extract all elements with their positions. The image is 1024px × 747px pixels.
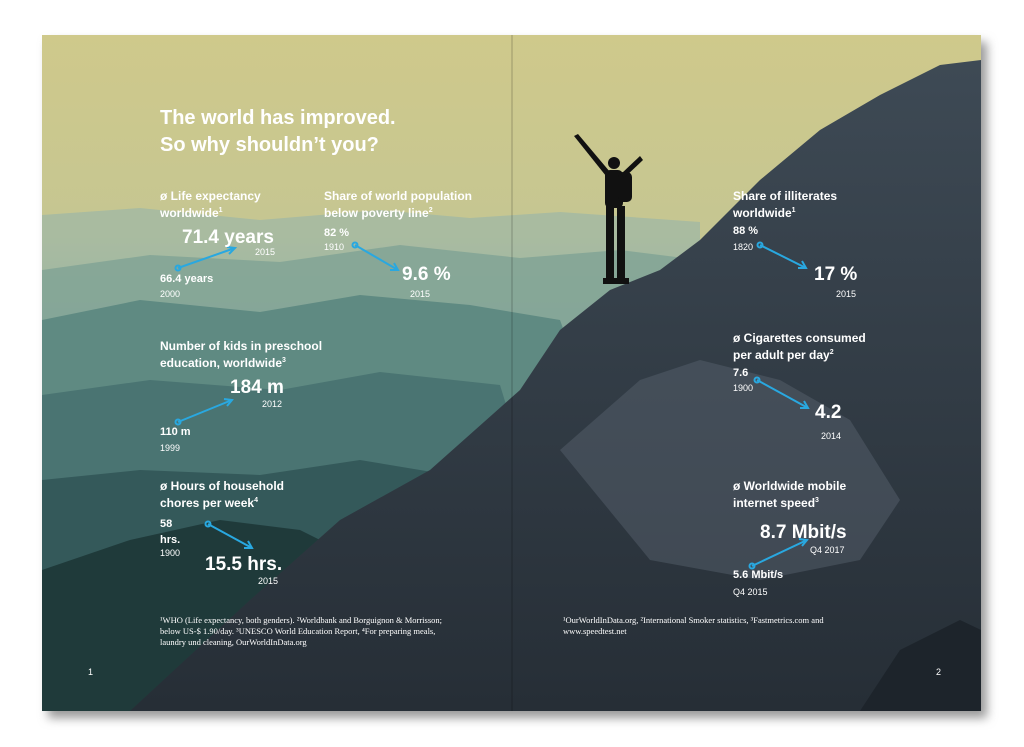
- stat-label: Share of illiterates: [733, 189, 838, 203]
- footnote-ref: 3: [815, 497, 819, 504]
- stat-label: worldwide1: [160, 206, 223, 220]
- start-value: 58 hrs.: [160, 518, 181, 546]
- end-value: 4.2: [815, 402, 842, 423]
- footnote-ref: 2: [428, 207, 433, 214]
- footnote-ref: 3: [282, 357, 286, 364]
- stat-label: per adult per day2: [733, 348, 834, 362]
- footnote-ref: 1: [218, 207, 223, 214]
- end-year: 2015: [836, 289, 857, 299]
- end-year: 2015: [258, 576, 279, 586]
- stat-label: ø Hours of household: [160, 479, 284, 493]
- footnote-ref: 4: [254, 497, 258, 504]
- end-year: 2012: [262, 399, 283, 409]
- end-year: 2015: [255, 247, 276, 257]
- page-number: 2: [936, 667, 942, 677]
- arrows: [174, 241, 810, 570]
- start-value: 5.6 Mbit/s: [733, 569, 784, 581]
- end-value: 71.4 years: [182, 227, 274, 248]
- footnote: ¹OurWorldInData.org, ²International Smok…: [563, 615, 824, 637]
- page-number: 1: [88, 667, 94, 677]
- stat-label: ø Worldwide mobile: [733, 479, 847, 493]
- stat-label: education, worldwide3: [160, 356, 286, 370]
- start-year: 1910: [324, 242, 345, 252]
- title-line: The world has improved.: [160, 107, 396, 129]
- hiker-silhouette: [574, 134, 643, 284]
- end-value: 15.5 hrs.: [205, 554, 283, 575]
- end-value: 184 m: [230, 377, 284, 398]
- stat-label: ø Life expectancy: [160, 189, 261, 203]
- end-value: 17 %: [814, 264, 858, 285]
- stat-label: below poverty line2: [324, 206, 433, 220]
- start-value: 7.6: [733, 367, 749, 379]
- start-year: 2000: [160, 289, 181, 299]
- title-line: So why shouldn’t you?: [160, 134, 379, 156]
- start-year: 1999: [160, 443, 181, 453]
- end-year: 2015: [410, 289, 431, 299]
- stat-label: chores per week4: [160, 496, 258, 510]
- start-value: 88 %: [733, 225, 759, 237]
- start-value: 66.4 years: [160, 273, 214, 285]
- stat-label: Number of kids in preschool: [160, 339, 323, 353]
- start-year: 1820: [733, 242, 754, 252]
- stat-label: worldwide1: [733, 206, 796, 220]
- stat-label: Share of world population: [324, 189, 472, 203]
- footnote: ¹WHO (Life expectancy, both genders). ²W…: [160, 615, 443, 648]
- start-year: 1900: [160, 548, 181, 558]
- end-value: 8.7 Mbit/s: [760, 522, 847, 543]
- footnote-ref: 2: [829, 349, 834, 356]
- end-year: 2014: [821, 431, 842, 441]
- start-year: Q4 2015: [733, 587, 768, 597]
- start-year: 1900: [733, 383, 754, 393]
- end-value: 9.6 %: [402, 264, 451, 285]
- start-value: 82 %: [324, 227, 350, 239]
- footnote-ref: 1: [791, 207, 796, 214]
- stat-label: ø Cigarettes consumed: [733, 331, 866, 345]
- start-value: 110 m: [160, 426, 191, 438]
- end-year: Q4 2017: [810, 545, 845, 555]
- stat-label: internet speed3: [733, 496, 819, 510]
